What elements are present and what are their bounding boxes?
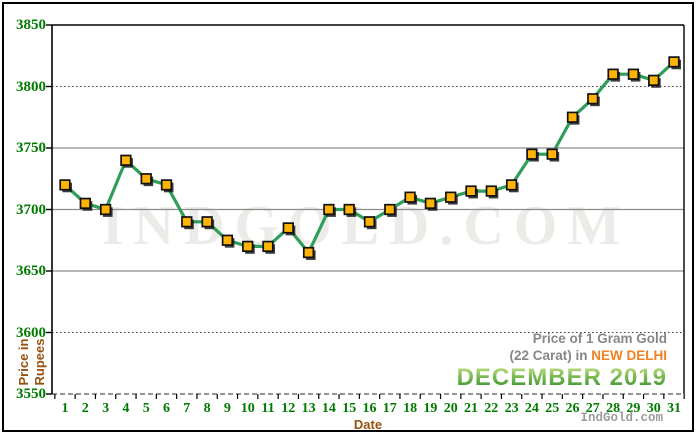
x-tick-label: 17 (382, 401, 397, 416)
data-point (242, 240, 254, 253)
y-tick-label: 3850 (16, 17, 46, 33)
data-point (505, 179, 518, 191)
x-tick-label: 16 (362, 401, 377, 416)
data-point (648, 74, 660, 87)
x-tick-label: 1 (61, 401, 69, 416)
data-point (546, 148, 558, 160)
data-point (79, 197, 91, 210)
x-tick-label: 15 (342, 401, 357, 416)
chart-title-block: Price of 1 Gram Gold (22 Carat) in NEW D… (457, 330, 667, 390)
x-tick-label: 21 (464, 401, 478, 416)
x-tick-label: 20 (443, 401, 458, 416)
x-tick-label: 25 (545, 401, 560, 416)
data-point (465, 185, 477, 197)
brand-credit: IndGold.com (580, 411, 663, 425)
x-tick-label: 26 (565, 401, 580, 416)
data-point (282, 222, 294, 234)
data-point (526, 148, 538, 160)
data-point (120, 154, 132, 166)
data-point (302, 246, 315, 259)
data-point (384, 203, 396, 216)
data-point (181, 216, 193, 228)
x-tick-label: 24 (524, 401, 539, 416)
x-tick-label: 28 (606, 401, 621, 416)
data-point (587, 93, 599, 105)
data-point (99, 203, 112, 216)
y-axis-title-line2: Rupees (32, 338, 47, 386)
x-tick-label: 13 (301, 401, 316, 416)
data-point (221, 234, 234, 246)
x-tick-label: 30 (646, 401, 661, 416)
data-point (201, 216, 213, 228)
x-tick-label: 23 (504, 401, 519, 416)
title-line2-prefix: (22 Carat) in (509, 348, 592, 363)
x-tick-label: 10 (240, 401, 255, 416)
data-point (160, 179, 173, 191)
data-point (445, 191, 457, 203)
x-tick-label: 3 (102, 401, 110, 416)
x-tick-label: 27 (585, 401, 600, 416)
y-tick-label: 3700 (16, 201, 46, 218)
data-point (485, 185, 497, 197)
y-axis-title-line1: Price in (16, 338, 31, 386)
title-city: NEW DELHI (591, 348, 667, 363)
x-tick-label: 5 (142, 401, 150, 416)
x-tick-label: 2 (81, 401, 89, 416)
data-point (424, 197, 437, 210)
y-tick-label: 3650 (16, 263, 46, 279)
x-tick-label: 4 (122, 401, 130, 416)
x-tick-label: 6 (163, 401, 170, 416)
x-tick-label: 7 (183, 401, 191, 416)
x-tick-label: 19 (423, 401, 438, 416)
data-point (363, 216, 376, 228)
data-point (140, 173, 152, 185)
y-tick-label: 3800 (16, 78, 46, 95)
data-point (627, 68, 640, 80)
data-point (668, 56, 680, 68)
y-tick-label: 3600 (16, 324, 46, 341)
x-tick-label: 22 (484, 401, 499, 416)
data-point (59, 179, 71, 191)
data-point (323, 203, 335, 216)
data-point (607, 68, 619, 80)
x-tick-label: 12 (281, 401, 296, 416)
data-point (262, 240, 274, 253)
y-tick-label: 3550 (16, 386, 46, 402)
x-tick-label: 31 (667, 401, 681, 416)
y-axis-title: Price in Rupees (16, 326, 50, 398)
title-month-year: DECEMBER 2019 (456, 364, 667, 391)
x-tick-label: 14 (321, 401, 336, 416)
data-point (343, 203, 355, 216)
data-point (566, 111, 579, 123)
x-tick-label: 18 (403, 401, 418, 416)
x-tick-label: 11 (261, 401, 275, 416)
y-tick-label: 3750 (16, 140, 46, 156)
title-line1: Price of 1 Gram Gold (532, 331, 667, 346)
x-tick-label: 9 (223, 401, 231, 416)
x-tick-label: 8 (203, 401, 211, 416)
data-point (404, 191, 416, 203)
x-tick-label: 29 (626, 401, 641, 416)
x-axis-title: Date (353, 417, 383, 432)
